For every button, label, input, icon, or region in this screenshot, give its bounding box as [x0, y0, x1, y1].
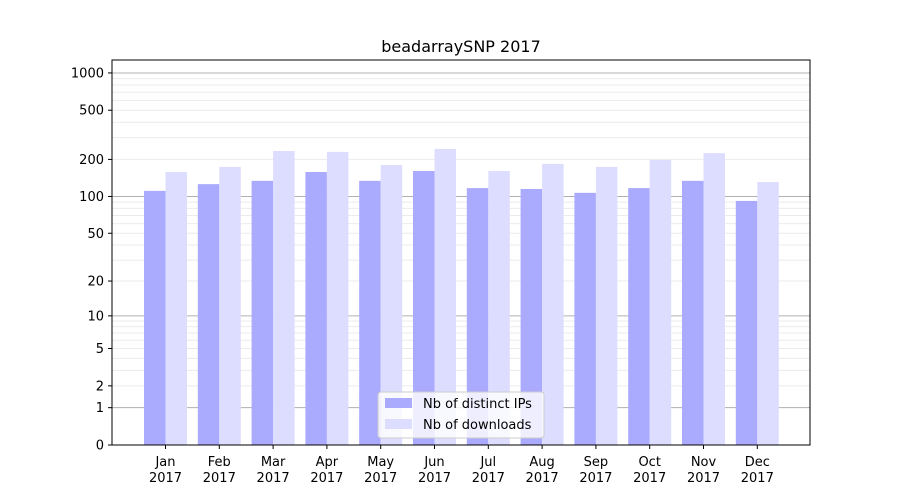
bar-downloads: [703, 153, 725, 445]
x-tick-label: Feb 2017: [203, 455, 236, 486]
x-tick-label: Mar 2017: [257, 455, 290, 486]
x-tick-label: Jul 2017: [472, 455, 505, 486]
y-tick-label: 0: [96, 439, 104, 454]
bar-ips: [520, 189, 543, 445]
x-tick-label: Sep 2017: [579, 455, 612, 486]
y-tick-label: 5: [96, 342, 104, 357]
bar-ips: [574, 192, 596, 445]
x-tick-label: Apr 2017: [310, 455, 343, 486]
x-tick-label: Oct 2017: [633, 455, 666, 486]
bar-downloads: [380, 165, 403, 445]
y-ticks: 0 1 2 5 10 20 50 100 200 500 1000: [71, 66, 112, 454]
bar-ips: [682, 180, 704, 445]
bar-downloads: [273, 150, 295, 445]
bar-downloads: [488, 171, 510, 445]
legend-label-ips: Nb of distinct IPs: [423, 397, 532, 412]
y-tick-label: 1: [96, 401, 104, 416]
axes-frame: [111, 59, 811, 446]
bar-downloads: [595, 166, 618, 445]
y-tick-label: 100: [79, 190, 104, 205]
bar-downloads: [165, 172, 187, 445]
y-tick-label: 1000: [71, 66, 104, 81]
bar-downloads: [219, 166, 241, 445]
x-tick-label: Nov 2017: [687, 455, 720, 486]
y-tick-label: 2: [96, 379, 104, 394]
legend-swatch-downloads: [385, 419, 412, 429]
legend: Nb of distinct IPs Nb of downloads: [377, 391, 545, 439]
x-tick-label: Dec 2017: [741, 455, 774, 486]
bar-ips: [735, 200, 758, 445]
bar-downloads: [649, 159, 672, 446]
y-tick-label: 20: [87, 275, 104, 290]
x-tick-label: Aug 2017: [526, 455, 559, 486]
y-tick-label: 200: [79, 153, 104, 168]
x-ticks: Jan 2017 Feb 2017 Mar 2017 Apr 2017 May 2017 Jun 20…: [149, 445, 774, 486]
bar-ips: [628, 188, 650, 446]
y-tick-label: 500: [79, 104, 104, 119]
legend-frame: [377, 391, 545, 439]
bar-ips: [305, 172, 327, 445]
legend-label-downloads: Nb of downloads: [423, 418, 532, 433]
legend-swatch-ips: [385, 398, 412, 408]
x-tick-label: May 2017: [364, 455, 397, 486]
bar-ips: [197, 184, 220, 445]
x-tick-label: Jun 2017: [418, 455, 451, 486]
bar-ips: [144, 190, 166, 445]
bar-downloads: [542, 163, 564, 445]
bar-ips: [359, 180, 381, 445]
y-tick-label: 10: [87, 309, 104, 324]
bar-downloads: [434, 148, 456, 445]
bar-downloads: [757, 182, 779, 445]
x-tick-label: Jan 2017: [149, 455, 182, 486]
bar-ips: [251, 180, 274, 445]
bar-ips: [466, 188, 489, 446]
bar-downloads: [326, 151, 349, 445]
chart-title: beadarraySNP 2017: [381, 37, 541, 56]
bars: [144, 148, 779, 446]
bar-ips: [413, 171, 435, 445]
y-tick-label: 50: [87, 227, 104, 242]
